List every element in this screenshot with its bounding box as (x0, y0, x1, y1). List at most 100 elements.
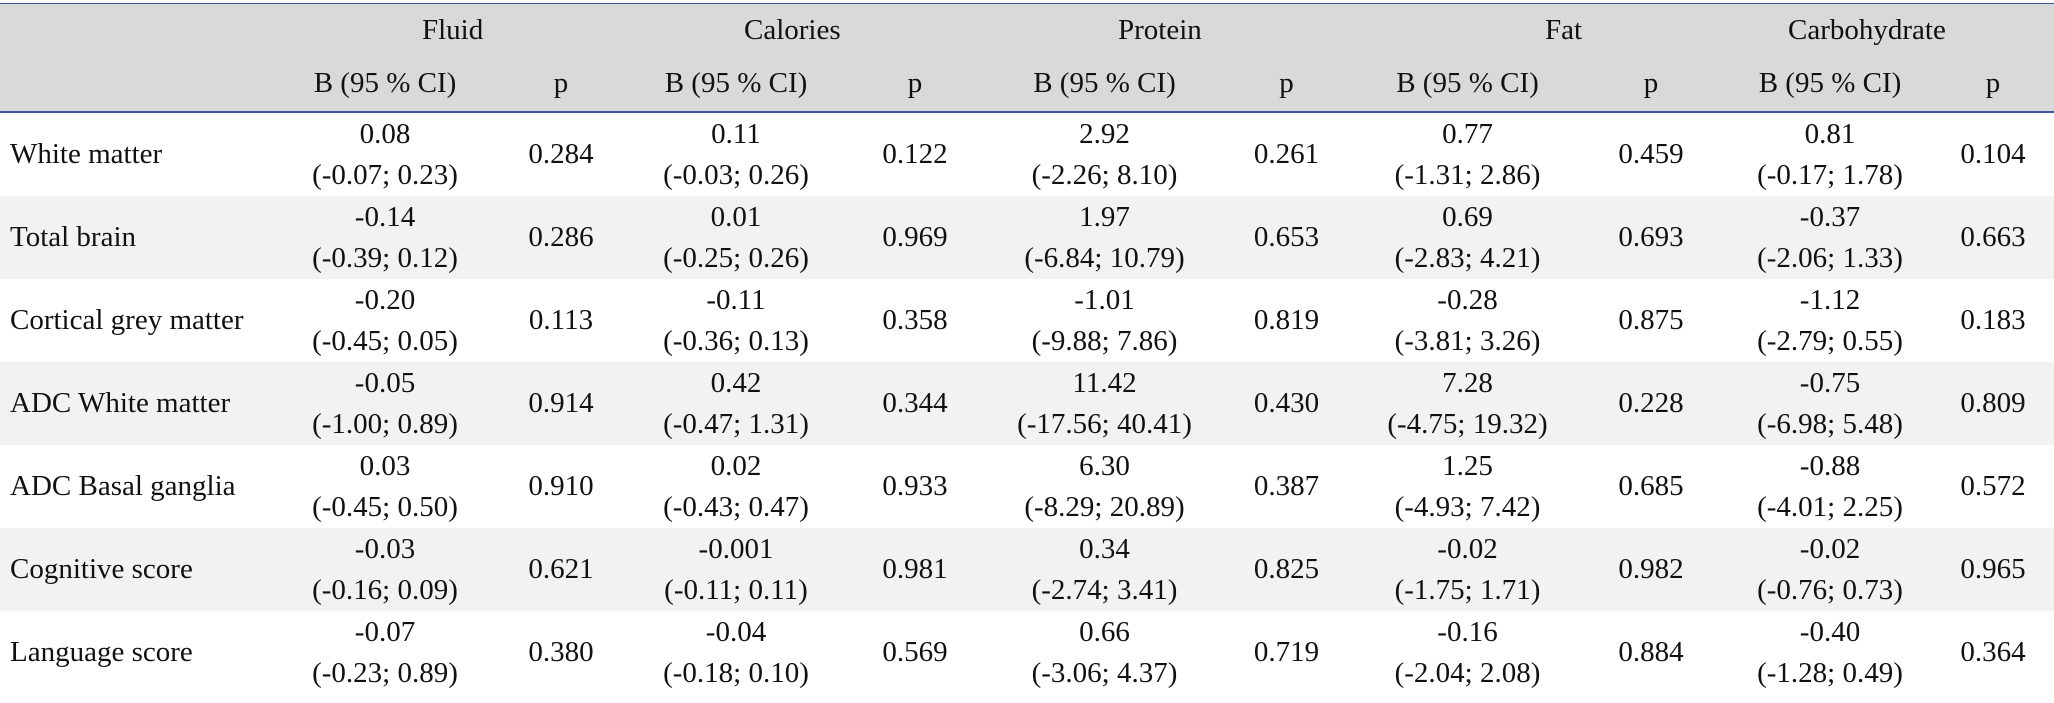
p-value-cell: 0.104 (1932, 113, 2054, 196)
confidence-interval: (-2.74; 3.41) (1031, 573, 1178, 606)
p-value-cell: 0.719 (1212, 611, 1361, 694)
estimate-value: -0.14 (354, 200, 416, 233)
row-label: ADC White matter (0, 362, 287, 445)
estimate-cell: -0.02 (-1.75; 1.71) (1361, 528, 1574, 611)
estimate-value: -0.16 (1437, 615, 1498, 648)
table-row: Cognitive score -0.03 (-0.16; 0.09) 0.621 -0… (0, 528, 2054, 611)
row-label: White matter (0, 113, 287, 196)
group-header-fluid: Fluid (287, 4, 639, 56)
estimate-value: 1.25 (1442, 449, 1493, 482)
estimate-cell: -0.16 (-2.04; 2.08) (1361, 611, 1574, 694)
p-value-cell: 0.685 (1574, 445, 1728, 528)
confidence-interval: (-0.17; 1.78) (1757, 158, 1903, 191)
estimate-cell: -0.75 (-6.98; 5.48) (1728, 362, 1932, 445)
sub-header-p: p (833, 56, 997, 112)
confidence-interval: (-0.47; 1.31) (663, 407, 809, 440)
estimate-value: -0.37 (1799, 200, 1861, 233)
estimate-cell: -0.001 (-0.11; 0.11) (639, 528, 833, 611)
sub-header-row: B (95 % CI) p B (95 % CI) p B (95 % CI) … (0, 56, 2054, 112)
confidence-interval: (-1.75; 1.71) (1394, 573, 1541, 606)
p-value-cell: 0.364 (1932, 611, 2054, 694)
row-label: Cortical grey matter (0, 279, 287, 362)
confidence-interval: (-0.11; 0.11) (664, 573, 808, 606)
estimate-value: -0.03 (354, 532, 416, 565)
estimate-cell: 0.02 (-0.43; 0.47) (639, 445, 833, 528)
estimate-value: -0.20 (354, 283, 416, 316)
p-value-cell: 0.569 (833, 611, 997, 694)
estimate-cell: 0.66 (-3.06; 4.37) (997, 611, 1212, 694)
estimate-value: 0.42 (710, 366, 762, 399)
table-row: Total brain -0.14 (-0.39; 0.12) 0.286 0.01 (-… (0, 196, 2054, 279)
p-value-cell: 0.621 (483, 528, 639, 611)
estimate-value: 0.81 (1804, 117, 1856, 150)
estimate-value: 1.97 (1079, 200, 1130, 233)
estimate-value: 0.77 (1442, 117, 1493, 150)
p-value-cell: 0.113 (483, 279, 639, 362)
confidence-interval: (-2.06; 1.33) (1757, 241, 1903, 274)
corner-cell (0, 4, 287, 56)
table-row: White matter 0.08 (-0.07; 0.23) 0.284 0.11 (-… (0, 113, 2054, 196)
estimate-cell: -0.07 (-0.23; 0.89) (287, 611, 483, 694)
p-value-cell: 0.693 (1574, 196, 1728, 279)
estimate-value: -1.12 (1799, 283, 1861, 316)
estimate-value: 0.34 (1079, 532, 1130, 565)
estimate-value: -0.02 (1799, 532, 1861, 565)
group-header-protein: Protein (997, 4, 1361, 56)
confidence-interval: (-4.01; 2.25) (1757, 490, 1903, 523)
confidence-interval: (-0.16; 0.09) (312, 573, 458, 606)
confidence-interval: (-0.45; 0.05) (312, 324, 458, 357)
group-header-row: Fluid Calories Protein Fat Carbohydrate (0, 4, 2054, 56)
estimate-value: -0.75 (1799, 366, 1861, 399)
sub-header-p: p (1932, 56, 2054, 112)
estimate-cell: -1.01 (-9.88; 7.86) (997, 279, 1212, 362)
table-header: Fluid Calories Protein Fat Carbohydrate … (0, 4, 2054, 114)
p-value-cell: 0.981 (833, 528, 997, 611)
p-value-cell: 0.261 (1212, 113, 1361, 196)
row-label: Total brain (0, 196, 287, 279)
confidence-interval: (-6.98; 5.48) (1757, 407, 1903, 440)
p-value-cell: 0.286 (483, 196, 639, 279)
estimate-value: -1.01 (1074, 283, 1135, 316)
group-header-carbohydrate: Carbohydrate (1728, 4, 2054, 56)
p-value-cell: 0.910 (483, 445, 639, 528)
estimate-cell: -0.88 (-4.01; 2.25) (1728, 445, 1932, 528)
confidence-interval: (-2.26; 8.10) (1031, 158, 1178, 191)
row-label: Language score (0, 611, 287, 694)
confidence-interval: (-1.00; 0.89) (312, 407, 458, 440)
confidence-interval: (-1.28; 0.49) (1757, 656, 1903, 689)
estimate-value: -0.11 (706, 283, 766, 316)
estimate-cell: -0.05 (-1.00; 0.89) (287, 362, 483, 445)
confidence-interval: (-0.25; 0.26) (663, 241, 809, 274)
p-value-cell: 0.825 (1212, 528, 1361, 611)
p-value-cell: 0.344 (833, 362, 997, 445)
estimate-value: -0.001 (698, 532, 774, 565)
confidence-interval: (-0.76; 0.73) (1757, 573, 1903, 606)
table-body: White matter 0.08 (-0.07; 0.23) 0.284 0.11 (-… (0, 113, 2054, 694)
estimate-value: 0.02 (710, 449, 762, 482)
confidence-interval: (-0.18; 0.10) (663, 656, 809, 689)
table-row: Cortical grey matter -0.20 (-0.45; 0.05) 0.… (0, 279, 2054, 362)
confidence-interval: (-4.93; 7.42) (1394, 490, 1541, 523)
p-value-cell: 0.969 (833, 196, 997, 279)
estimate-cell: 0.34 (-2.74; 3.41) (997, 528, 1212, 611)
group-header-calories: Calories (639, 4, 997, 56)
results-table: Fluid Calories Protein Fat Carbohydrate … (0, 4, 2054, 694)
estimate-cell: 7.28 (-4.75; 19.32) (1361, 362, 1574, 445)
estimate-cell: 11.42 (-17.56; 40.41) (997, 362, 1212, 445)
table-row: ADC White matter -0.05 (-1.00; 0.89) 0.914 0… (0, 362, 2054, 445)
estimate-cell: 2.92 (-2.26; 8.10) (997, 113, 1212, 196)
confidence-interval: (-17.56; 40.41) (1017, 407, 1192, 440)
p-value-cell: 0.819 (1212, 279, 1361, 362)
estimate-value: -0.05 (354, 366, 416, 399)
confidence-interval: (-0.23; 0.89) (312, 656, 458, 689)
row-label: ADC Basal ganglia (0, 445, 287, 528)
sub-header-b-ci: B (95 % CI) (997, 56, 1212, 112)
estimate-value: 7.28 (1442, 366, 1493, 399)
estimate-cell: -0.20 (-0.45; 0.05) (287, 279, 483, 362)
estimate-cell: 1.25 (-4.93; 7.42) (1361, 445, 1574, 528)
estimate-cell: -1.12 (-2.79; 0.55) (1728, 279, 1932, 362)
confidence-interval: (-0.07; 0.23) (312, 158, 458, 191)
confidence-interval: (-6.84; 10.79) (1024, 241, 1185, 274)
p-value-cell: 0.228 (1574, 362, 1728, 445)
confidence-interval: (-0.39; 0.12) (312, 241, 458, 274)
